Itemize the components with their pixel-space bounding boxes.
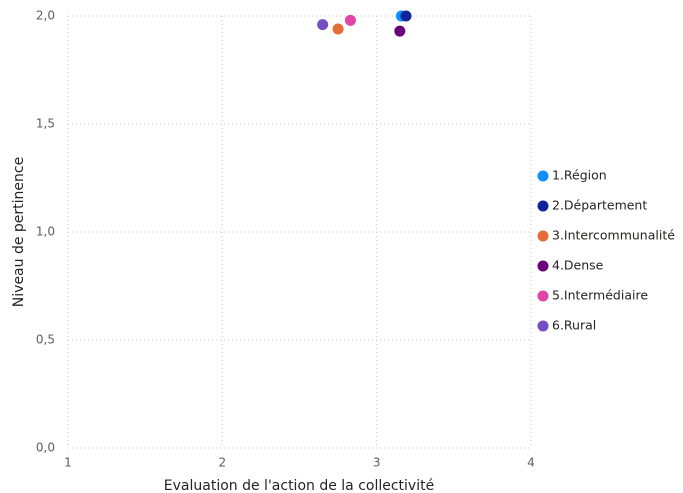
legend-marker bbox=[537, 290, 549, 302]
point bbox=[400, 10, 412, 22]
x-tick-label: 2 bbox=[219, 456, 227, 470]
legend-marker bbox=[537, 320, 549, 332]
legend-label: 3.Intercommunalité bbox=[552, 228, 675, 243]
x-axis-title: Evaluation de l'action de la collectivit… bbox=[164, 478, 434, 493]
legend-marker bbox=[537, 260, 549, 272]
legend-label: 4.Dense bbox=[552, 258, 604, 273]
x-tick-label: 4 bbox=[527, 456, 535, 470]
legend-marker bbox=[537, 230, 549, 242]
legend-label: 6.Rural bbox=[552, 318, 596, 333]
legend-label: 2.Département bbox=[552, 198, 647, 213]
x-tick-label: 3 bbox=[373, 456, 381, 470]
point bbox=[394, 25, 406, 37]
y-tick-label: 2,0 bbox=[36, 9, 55, 23]
y-tick-label: 0,5 bbox=[36, 333, 55, 347]
y-axis-title: Niveau de pertinence bbox=[11, 157, 27, 307]
legend-label: 1.Région bbox=[552, 168, 607, 183]
legend-marker bbox=[537, 200, 549, 212]
y-tick-label: 1,0 bbox=[36, 225, 55, 239]
point bbox=[344, 14, 356, 26]
point bbox=[332, 23, 344, 35]
x-tick-label: 1 bbox=[64, 456, 72, 470]
legend-label: 5.Intermédiaire bbox=[552, 288, 648, 303]
y-tick-label: 1,5 bbox=[36, 117, 55, 131]
y-tick-label: 0,0 bbox=[36, 441, 55, 455]
point bbox=[317, 19, 329, 31]
legend-marker bbox=[537, 170, 549, 182]
